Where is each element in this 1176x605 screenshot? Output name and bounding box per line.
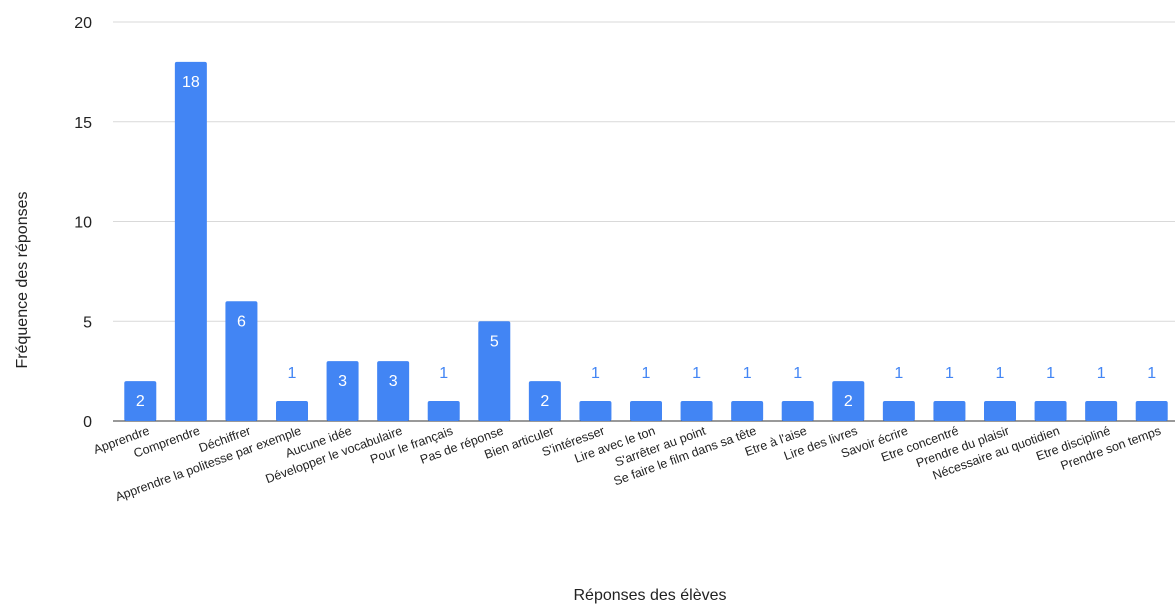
data-label: 1 bbox=[743, 365, 752, 382]
data-label: 1 bbox=[894, 365, 903, 382]
data-label: 1 bbox=[1046, 365, 1055, 382]
bar bbox=[933, 401, 966, 421]
data-label: 1 bbox=[793, 365, 802, 382]
bar bbox=[174, 61, 207, 422]
bar bbox=[427, 401, 460, 421]
bar bbox=[326, 361, 359, 421]
data-label: 2 bbox=[540, 393, 549, 410]
data-label: 1 bbox=[996, 365, 1005, 382]
data-label: 3 bbox=[389, 373, 398, 390]
data-label: 3 bbox=[338, 373, 347, 390]
data-label: 2 bbox=[136, 393, 145, 410]
bar bbox=[124, 381, 157, 421]
bar bbox=[528, 381, 561, 421]
y-tick-label: 5 bbox=[83, 314, 92, 331]
bars bbox=[124, 61, 1168, 422]
bar bbox=[478, 321, 511, 421]
x-axis-title: Réponses des élèves bbox=[574, 587, 727, 604]
y-axis-title: Fréquence des réponses bbox=[14, 192, 31, 369]
bar bbox=[377, 361, 410, 421]
data-label: 1 bbox=[1147, 365, 1156, 382]
bar bbox=[680, 401, 713, 421]
y-tick-label: 10 bbox=[74, 215, 92, 232]
data-label: 1 bbox=[591, 365, 600, 382]
bar bbox=[1135, 401, 1168, 421]
data-label: 1 bbox=[692, 365, 701, 382]
bar bbox=[781, 401, 814, 421]
bar bbox=[276, 401, 308, 421]
data-label: 1 bbox=[945, 365, 954, 382]
data-labels: 2 18 6 1 3 3 1 5 2 1 1 1 1 1 2 1 1 1 1 1 1 bbox=[136, 74, 1156, 410]
gridlines bbox=[113, 21, 1175, 422]
bar bbox=[1034, 401, 1067, 421]
bar bbox=[225, 301, 258, 421]
data-label: 5 bbox=[490, 333, 499, 350]
data-label: 6 bbox=[237, 313, 246, 330]
bar bbox=[882, 401, 915, 421]
bar bbox=[579, 401, 612, 421]
y-tick-label: 0 bbox=[83, 414, 92, 431]
data-label: 1 bbox=[439, 365, 448, 382]
bar bbox=[731, 401, 764, 421]
bar bbox=[984, 401, 1016, 421]
bar bbox=[832, 381, 865, 421]
data-label: 18 bbox=[182, 74, 200, 91]
data-label: 1 bbox=[642, 365, 651, 382]
data-label: 2 bbox=[844, 393, 853, 410]
y-tick-label: 15 bbox=[74, 115, 92, 132]
y-tick-label: 20 bbox=[74, 15, 92, 32]
data-label: 1 bbox=[288, 365, 297, 382]
bar bbox=[630, 401, 662, 421]
bar bbox=[1085, 401, 1118, 421]
y-axis-ticks: 0 5 10 15 20 bbox=[74, 15, 92, 431]
data-label: 1 bbox=[1097, 365, 1106, 382]
